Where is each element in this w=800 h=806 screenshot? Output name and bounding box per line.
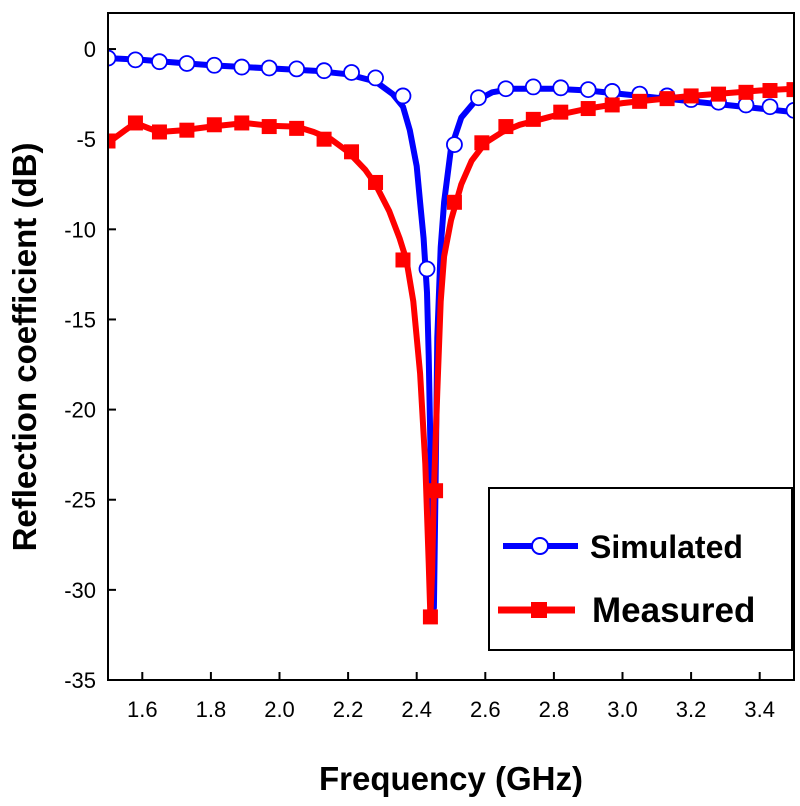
- x-tick-label: 2.6: [470, 697, 501, 722]
- data-point-measured: [786, 82, 794, 98]
- y-tick-label: -5: [76, 127, 96, 152]
- data-point-simulated: [288, 60, 306, 78]
- data-point-measured: [738, 84, 754, 100]
- data-point-simulated: [761, 98, 779, 116]
- plot-area: [108, 49, 794, 625]
- y-tick-label: -30: [64, 578, 96, 603]
- data-point-simulated: [315, 62, 333, 80]
- legend-marker-measured: [531, 602, 547, 618]
- data-point-measured: [632, 93, 648, 109]
- legend-item-measured: Measured: [498, 591, 755, 630]
- data-point-measured: [344, 144, 360, 160]
- data-point-simulated: [233, 58, 251, 76]
- data-point-simulated: [178, 55, 196, 72]
- data-point-measured: [316, 131, 332, 147]
- data-point-measured: [711, 86, 727, 102]
- data-point-simulated: [151, 53, 168, 71]
- legend-item-simulated: Simulated: [503, 529, 743, 565]
- y-tick-label: -25: [64, 488, 96, 513]
- y-axis-ticks: 0 -5 -10 -15 -20 -25 -30 -35: [64, 37, 116, 693]
- data-point-simulated: [260, 59, 278, 77]
- x-tick-label: 2.4: [401, 697, 432, 722]
- y-tick-label: -15: [64, 307, 96, 332]
- data-point-simulated: [394, 87, 412, 105]
- data-point-measured: [127, 115, 143, 131]
- data-point-measured: [289, 120, 305, 136]
- data-point-simulated: [127, 51, 144, 69]
- data-point-simulated: [367, 69, 384, 87]
- data-point-measured: [234, 115, 250, 131]
- x-tick-label: 2.0: [264, 697, 295, 722]
- data-point-measured: [683, 88, 699, 104]
- x-axis-title: Frequency (GHz): [319, 760, 583, 797]
- x-tick-label: 2.2: [333, 697, 364, 722]
- y-axis-title: Reflection coefficient (dB): [6, 143, 43, 552]
- x-tick-label: 3.2: [676, 697, 707, 722]
- data-point-simulated: [785, 101, 794, 119]
- y-tick-label: -35: [64, 668, 96, 693]
- data-point-simulated: [524, 78, 542, 96]
- legend-marker-simulated: [531, 537, 549, 555]
- data-point-simulated: [343, 64, 360, 81]
- data-point-measured: [474, 135, 490, 151]
- data-point-measured: [498, 119, 514, 135]
- y-tick-label: -10: [64, 217, 96, 242]
- legend-label-measured: Measured: [592, 591, 755, 630]
- data-point-measured: [368, 174, 384, 190]
- x-tick-label: 2.8: [539, 697, 570, 722]
- data-point-simulated: [552, 79, 570, 97]
- data-point-measured: [604, 97, 620, 113]
- x-tick-label: 1.6: [127, 697, 158, 722]
- x-tick-label: 3.0: [607, 697, 638, 722]
- data-point-simulated: [470, 89, 487, 107]
- x-axis-ticks: 1.6 1.8 2.0 2.2 2.4 2.6 2.8 3.0 3.2 3.4: [127, 672, 775, 722]
- data-point-measured: [553, 104, 569, 120]
- data-point-measured: [446, 194, 462, 210]
- data-point-measured: [428, 483, 444, 499]
- legend: Simulated Measured: [488, 487, 793, 651]
- data-point-measured: [525, 111, 541, 127]
- data-point-measured: [151, 124, 167, 140]
- data-point-measured: [395, 252, 411, 268]
- data-point-simulated: [579, 81, 597, 99]
- x-tick-label: 3.4: [744, 697, 775, 722]
- y-tick-label: 0: [84, 37, 96, 62]
- data-point-measured: [762, 83, 778, 99]
- data-point-measured: [659, 91, 675, 107]
- data-point-measured: [261, 119, 277, 135]
- data-point-simulated: [108, 49, 117, 67]
- data-point-measured: [580, 101, 596, 117]
- data-point-simulated: [603, 83, 621, 100]
- data-point-measured: [206, 117, 222, 133]
- data-point-measured: [422, 609, 438, 625]
- data-point-measured: [179, 122, 195, 138]
- x-tick-label: 1.8: [196, 697, 227, 722]
- legend-box: [488, 487, 793, 651]
- legend-label-simulated: Simulated: [590, 529, 743, 565]
- plot-frame: [107, 12, 795, 681]
- data-point-simulated: [497, 80, 515, 98]
- data-point-simulated: [205, 56, 223, 74]
- data-point-simulated: [446, 136, 463, 153]
- y-tick-label: -20: [64, 398, 96, 423]
- data-point-measured: [108, 133, 116, 149]
- data-point-simulated: [418, 260, 436, 278]
